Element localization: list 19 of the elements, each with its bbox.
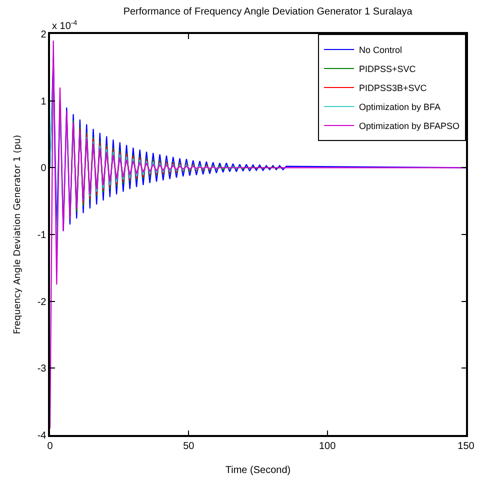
- legend-label: Optimization by BFAPSO: [359, 121, 460, 132]
- y-tick-label: -3: [37, 364, 47, 375]
- legend-label: PIDPSS+SVC: [359, 64, 416, 74]
- x-axis-title: Time (Second): [225, 464, 291, 476]
- chart-title: Performance of Frequency Angle Deviation Generator 1 Suralaya: [123, 6, 413, 18]
- y-tick-label: -2: [37, 296, 47, 308]
- y-tick-label: 0: [40, 163, 47, 174]
- legend-label: PIDPSS3B+SVC: [359, 83, 428, 94]
- y-tick-label: 1: [40, 96, 47, 108]
- legend-label: Optimization by BFA: [359, 102, 441, 112]
- x-tick-label: 150: [458, 440, 475, 452]
- text: x 10$^{-4}$: [52, 20, 78, 32]
- y-tick-label: -1: [37, 230, 47, 241]
- x-tick-label: 50: [183, 440, 195, 452]
- legend-label: No Control: [359, 45, 402, 56]
- y-tick-label: 2: [40, 30, 47, 40]
- y-tick-label: -4: [37, 430, 47, 442]
- x-tick-label: 100: [318, 440, 336, 452]
- y-axis-title: Frequency Angle Deviation Generator 1 (pu): [13, 134, 24, 334]
